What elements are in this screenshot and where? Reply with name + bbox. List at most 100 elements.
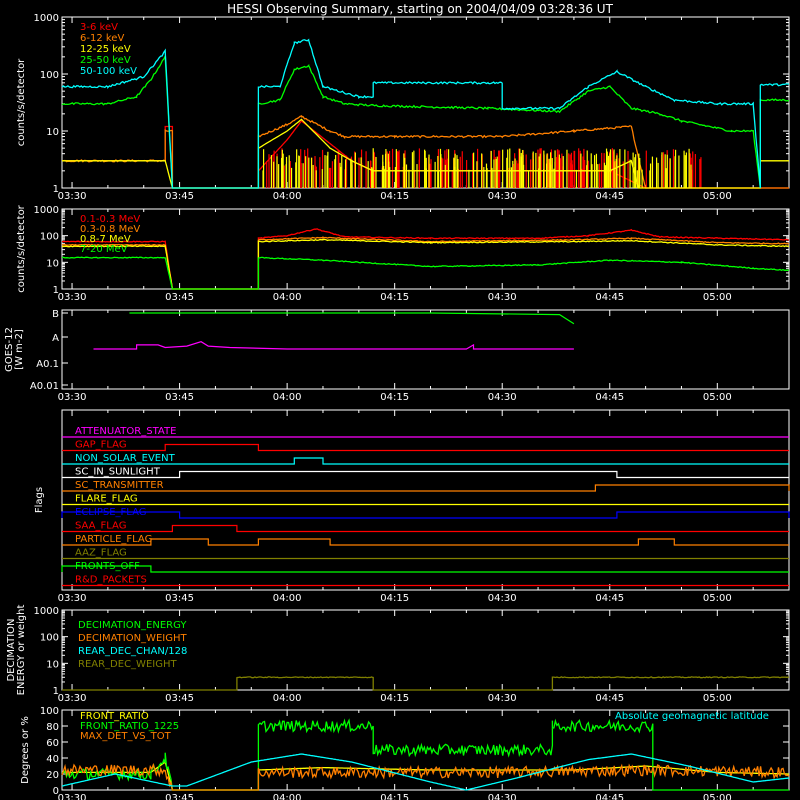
flag-line [62,470,789,479]
x-tick-label: 04:30 [488,292,517,303]
plot-title: HESSI Observing Summary, starting on 200… [227,2,613,16]
panel-frame [61,309,790,390]
x-tick-label: 04:15 [380,693,409,704]
flag-label: SAA_FLAG [75,521,126,532]
legend-entry: 12-25 keV [80,44,131,55]
series-line [62,676,790,691]
panels-group: 03:30 03:45 04:00 04:15 04:30 04:45 05:0011010… [4,13,790,800]
y-tick-label: 1 [53,184,59,195]
x-tick-label: 04:15 [380,593,409,604]
y-tick-label: 1 [53,285,59,296]
x-tick-label: 04:45 [595,793,624,800]
y-tick-label: 1 [53,686,59,697]
flag-line [62,457,789,465]
y-tick-label: 100 [40,232,59,243]
x-tick-label: 04:15 [380,292,409,303]
y-tick-label: 60 [46,738,59,749]
x-tick-label: 03:45 [165,693,194,704]
flag-label: FLARE_FLAG [75,494,138,505]
legend-entry: FRONT_RATIO_1225 [80,721,179,732]
x-tick-label: 03:30 [58,292,87,303]
panel-frame [61,709,790,791]
x-tick-label: 03:30 [58,793,87,800]
flag-line [61,511,790,519]
x-tick-label: 03:30 [58,593,87,604]
y-tick-label: 40 [46,754,59,765]
legend-entry: 6-12 keV [80,33,124,44]
x-tick-label: 04:30 [488,191,517,202]
flag-label: AAZ_FLAG [75,548,127,559]
x-tick-label: 04:30 [488,392,517,403]
x-tick-label: 04:45 [595,292,624,303]
x-tick-label: 04:00 [273,292,302,303]
series-line [61,762,790,791]
y-tick-label: 100 [40,70,59,81]
y-axis-label: counts/s/detector [16,58,27,146]
x-tick-label: 03:30 [58,392,87,403]
legend-entry: MAX_DET_VS_TOT [80,731,172,742]
y-tick-label: 10 [46,659,59,670]
x-tick-label: 04:30 [488,693,517,704]
y-axis-label-line1: DECIMATION [6,618,17,681]
x-tick-label: 04:00 [273,593,302,604]
x-tick-label: 05:00 [703,292,732,303]
x-tick-label: 03:45 [165,392,194,403]
x-tick-label: 03:45 [165,793,194,800]
flag-label: SC_TRANSMITTER [75,480,164,491]
x-tick-label: 03:45 [165,292,194,303]
y-tick-label: 1000 [34,606,59,617]
x-tick-label: 04:00 [273,793,302,800]
y-axis-unit: [W m-2] [14,329,25,370]
x-tick-label: 03:45 [165,593,194,604]
flag-line [61,565,789,573]
x-tick-label: 04:00 [273,693,302,704]
panel-frame [61,409,790,591]
legend-entry: 3-6 keV [80,22,118,33]
flag-label: SC_IN_SUNLIGHT [75,467,161,478]
flag-label: PARTICLE_FLAG [75,534,152,545]
series-line [61,753,790,791]
series-line [61,256,789,290]
y-tick-label: 80 [46,722,59,733]
y-tick-label: A0.1 [36,359,59,370]
y-tick-label: A0.01 [30,381,59,392]
x-tick-label: 04:15 [380,392,409,403]
y-axis-label: Flags [34,487,45,513]
y-tick-label: 10 [46,258,59,269]
y-tick-label: 10 [46,127,59,138]
y-tick-label: 20 [46,770,59,781]
y-tick-label: 0 [53,786,59,797]
legend-entry: Absolute geomagnetic latitude [615,711,769,722]
flag-label: NON_SOLAR_EVENT [75,453,176,464]
y-axis-label: counts/s/detector [16,204,27,292]
goes-series-line [93,341,574,350]
x-tick-label: 03:45 [165,191,194,202]
legend-entry: REAR_DEC_CHAN/128 [78,646,187,657]
legend-entry: 0.3-0.8 MeV [80,224,140,235]
x-tick-label: 04:45 [595,191,624,202]
flag-label: GAP_FLAG [75,440,127,451]
y-tick-label: 1000 [34,13,59,24]
x-tick-label: 04:15 [380,793,409,800]
x-tick-label: 04:45 [595,593,624,604]
y-tick-label: 100 [40,633,59,644]
flag-line [62,484,790,492]
x-tick-label: 04:15 [380,191,409,202]
flag-line [62,524,789,533]
x-tick-label: 04:00 [273,191,302,202]
x-tick-label: 04:45 [595,392,624,403]
x-tick-label: 04:45 [595,693,624,704]
legend-entry: FRONT_RATIO [80,711,149,722]
x-tick-label: 05:00 [703,793,732,800]
legend-entry: 0.8-7 MeV [80,234,131,245]
y-axis-label: GOES-12 [4,327,15,372]
y-tick-label: 100 [40,706,59,717]
flag-label: R&D_PACKETS [75,575,147,586]
panel-frame [61,208,790,290]
x-tick-label: 03:30 [58,191,87,202]
legend-entry: 25-50 keV [80,55,131,66]
x-tick-label: 04:30 [488,793,517,800]
x-tick-label: 05:00 [703,593,732,604]
